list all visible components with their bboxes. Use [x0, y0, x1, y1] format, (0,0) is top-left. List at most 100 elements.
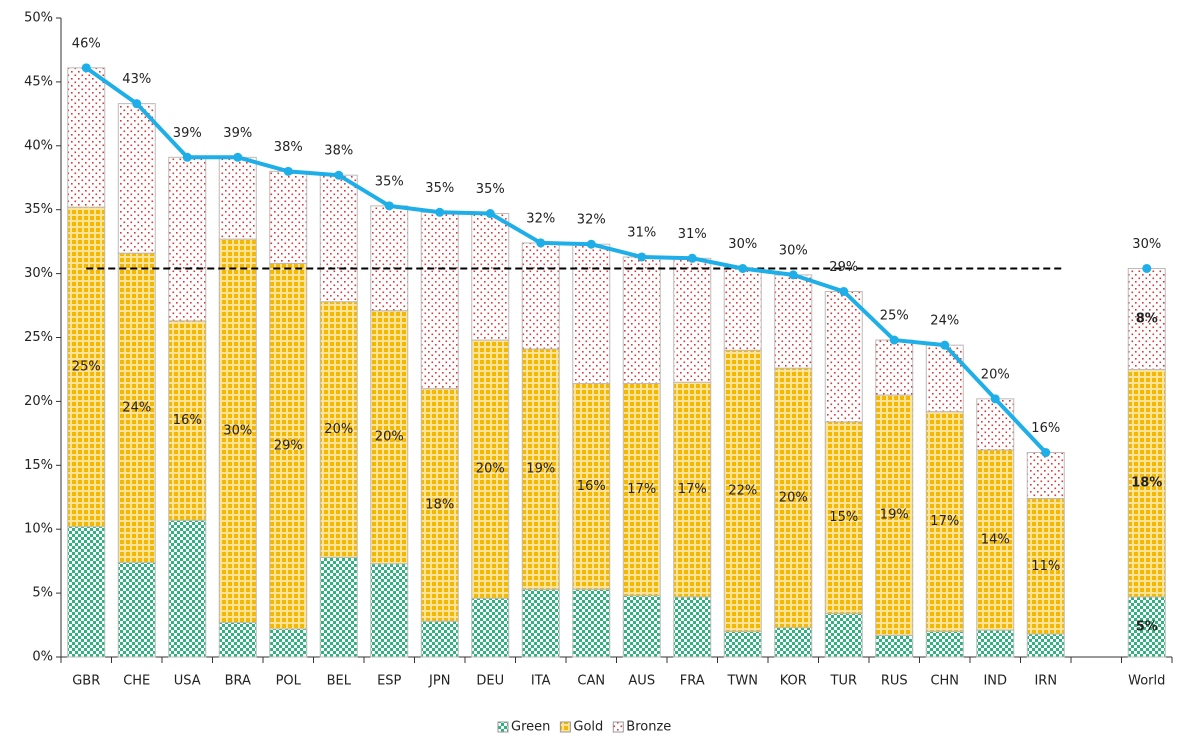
bar-segment — [1127, 267, 1166, 370]
total-label: 46% — [72, 36, 101, 51]
x-tick-label: CHN — [930, 674, 959, 689]
bar-segment — [370, 205, 409, 312]
y-tick-label: 15% — [24, 458, 53, 473]
data-label: 20% — [324, 422, 353, 437]
bar-segment — [269, 628, 308, 658]
total-marker — [182, 152, 192, 162]
x-tick-label: TWN — [726, 674, 758, 689]
legend-label: Bronze — [626, 720, 671, 735]
x-tick-label: POL — [276, 674, 302, 689]
total-label: 31% — [678, 227, 707, 242]
total-marker — [233, 152, 243, 162]
bar-segment — [976, 398, 1015, 451]
bar-segment — [875, 634, 914, 658]
bar-segment — [218, 238, 257, 623]
total-marker — [687, 253, 697, 263]
y-tick-label: 50% — [24, 11, 53, 26]
y-tick-label: 20% — [24, 394, 53, 409]
total-label: 32% — [577, 213, 606, 228]
data-label: 20% — [779, 490, 808, 505]
data-label: 17% — [930, 514, 959, 529]
x-tick-label: ESP — [377, 674, 401, 689]
total-marker — [637, 252, 647, 262]
total-marker — [940, 340, 950, 350]
x-tick-label: World — [1128, 674, 1165, 689]
x-tick-label: IND — [983, 674, 1007, 689]
total-marker — [536, 238, 546, 248]
total-label: 30% — [1132, 237, 1161, 252]
total-label: 35% — [375, 174, 404, 189]
bar-segment — [572, 383, 611, 590]
legend-swatch — [612, 721, 624, 733]
total-label: 39% — [173, 126, 202, 141]
x-tick-label: ITA — [531, 674, 551, 689]
bar-segment — [976, 629, 1015, 658]
x-tick-label: USA — [174, 674, 201, 689]
data-label: 14% — [981, 533, 1010, 548]
x-tick-label: KOR — [780, 674, 807, 689]
bar-segment — [370, 563, 409, 658]
total-marker — [435, 207, 445, 217]
bar-segment — [218, 621, 257, 658]
x-tick-label: DEU — [476, 674, 504, 689]
bar-segment — [218, 156, 257, 240]
bar-segment — [723, 349, 762, 632]
total-label: 20% — [981, 367, 1010, 382]
x-tick-label: CAN — [577, 674, 605, 689]
bar-segment — [774, 627, 813, 658]
bar-segment — [1026, 452, 1065, 500]
data-label: 17% — [627, 482, 656, 497]
bar-segment — [521, 348, 560, 590]
total-label: 43% — [122, 72, 151, 87]
bar-segment — [925, 630, 964, 658]
data-label: 22% — [728, 483, 757, 498]
total-label: 35% — [425, 181, 454, 196]
data-label: 29% — [274, 439, 303, 454]
bar-segment — [117, 103, 156, 254]
x-tick-label: BEL — [327, 674, 352, 689]
total-label: 38% — [324, 144, 353, 159]
bar-segment — [471, 213, 510, 341]
bar-segment — [67, 67, 106, 208]
total-label: 24% — [930, 314, 959, 329]
total-marker — [1041, 448, 1051, 458]
bar-segment — [673, 596, 712, 658]
x-tick-label: GBR — [72, 674, 100, 689]
bar-segment — [572, 243, 611, 385]
data-label: 15% — [829, 510, 858, 525]
data-label: 18% — [425, 497, 454, 512]
x-tick-label: JPN — [428, 674, 450, 689]
total-label: 30% — [779, 243, 808, 258]
total-marker — [132, 99, 142, 109]
data-label: 19% — [526, 462, 555, 477]
legend-label: Gold — [573, 720, 603, 735]
total-marker — [334, 170, 344, 180]
y-tick-label: 45% — [24, 74, 53, 89]
bar-segment — [319, 174, 358, 303]
legend-swatch — [559, 721, 571, 733]
data-label: 20% — [476, 462, 505, 477]
bar-segment — [622, 256, 661, 385]
bar-segment — [723, 630, 762, 658]
bar-segment — [269, 170, 308, 264]
total-label: 30% — [728, 237, 757, 252]
data-label: 16% — [173, 413, 202, 428]
y-tick-label: 0% — [32, 650, 53, 665]
total-label: 38% — [274, 140, 303, 155]
x-tick-label: BRA — [225, 674, 251, 689]
x-tick-label: CHE — [123, 674, 150, 689]
bar-segment — [1127, 368, 1166, 598]
bar-segment — [168, 320, 207, 521]
y-tick-label: 40% — [24, 138, 53, 153]
bar-segment — [168, 519, 207, 658]
bar-segment — [319, 301, 358, 558]
total-label: 16% — [1031, 421, 1060, 436]
bar-segment — [723, 267, 762, 351]
bar-segment — [824, 613, 863, 658]
x-tick-label: AUS — [628, 674, 655, 689]
bar-segment — [976, 449, 1015, 631]
legend-label: Green — [511, 720, 550, 735]
bar-segment — [420, 620, 459, 658]
bar-segment — [521, 242, 560, 350]
